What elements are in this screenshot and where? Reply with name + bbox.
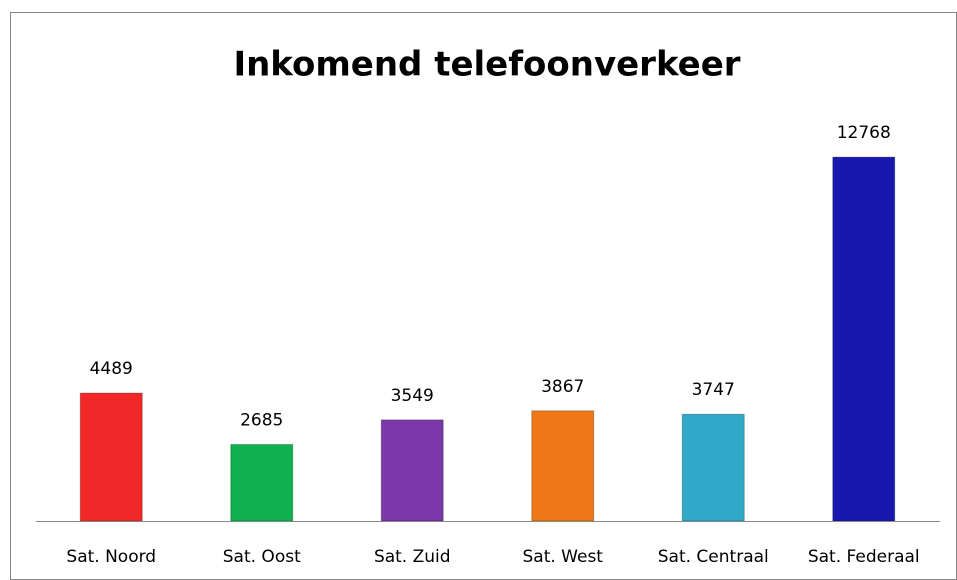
- x-tick-label: Sat. West: [523, 547, 604, 567]
- value-label: 4489: [90, 359, 133, 379]
- x-tick-label: Sat. Centraal: [658, 547, 769, 567]
- bar: [380, 419, 444, 522]
- x-tick-label: Sat. Zuid: [374, 547, 451, 567]
- x-tick-label: Sat. Federaal: [808, 547, 920, 567]
- value-label: 3549: [391, 386, 434, 406]
- chart-title: Inkomend telefoonverkeer: [233, 45, 740, 85]
- value-label: 2685: [240, 410, 283, 430]
- value-label: 12768: [837, 123, 891, 143]
- value-label: 3747: [692, 380, 735, 400]
- x-tick-label: Sat. Oost: [223, 547, 301, 567]
- bar: [531, 410, 595, 522]
- value-label: 3867: [541, 377, 584, 397]
- bar: [832, 156, 896, 522]
- bar: [79, 392, 143, 522]
- bar: [230, 443, 294, 522]
- chart-frame: [10, 12, 957, 580]
- bar: [681, 413, 745, 522]
- x-tick-label: Sat. Noord: [66, 547, 156, 567]
